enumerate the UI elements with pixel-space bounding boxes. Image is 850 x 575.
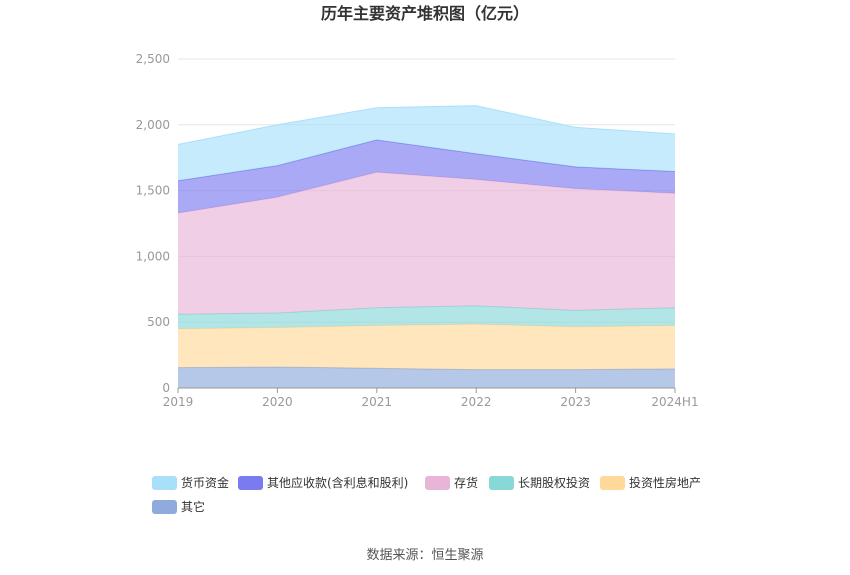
legend-swatch[interactable] bbox=[152, 500, 177, 514]
x-tick-label: 2023 bbox=[560, 395, 591, 409]
x-tick-label: 2021 bbox=[362, 395, 393, 409]
area-series-3 bbox=[178, 172, 675, 315]
area-series bbox=[177, 105, 676, 388]
area-series-2 bbox=[178, 305, 675, 329]
legend-swatch[interactable] bbox=[425, 476, 450, 490]
y-tick-label: 2,000 bbox=[136, 118, 170, 132]
area-series-0 bbox=[178, 366, 675, 388]
legend-label[interactable]: 其它 bbox=[181, 499, 205, 514]
y-tick-label: 500 bbox=[147, 315, 170, 329]
x-tick-label: 2020 bbox=[262, 395, 293, 409]
axes: 0 500 1,000 1,500 2,000 2,500 2019 2020 2021 2022… bbox=[136, 52, 699, 409]
source-note: 数据来源：恒生聚源 bbox=[366, 548, 483, 563]
area-series-4 bbox=[178, 139, 675, 213]
x-tick-label: 2019 bbox=[163, 395, 194, 409]
legend-label[interactable]: 长期股权投资 bbox=[518, 475, 590, 490]
y-tick-label: 0 bbox=[162, 381, 170, 395]
y-tick-label: 1,500 bbox=[136, 184, 170, 198]
area-series-5 bbox=[178, 105, 675, 181]
area-series-line-5 bbox=[177, 105, 676, 146]
x-tick-label: 2022 bbox=[461, 395, 492, 409]
y-tick-label: 1,000 bbox=[136, 249, 170, 263]
legend-swatch[interactable] bbox=[489, 476, 514, 490]
legend-label[interactable]: 投资性房地产 bbox=[629, 475, 701, 490]
x-tick-label: 2024H1 bbox=[651, 395, 698, 409]
legend-label[interactable]: 存货 bbox=[454, 475, 478, 490]
legend-label[interactable]: 货币资金 bbox=[181, 475, 229, 490]
chart-title: 历年主要资产堆积图（亿元） bbox=[321, 4, 529, 23]
area-series-1 bbox=[178, 324, 675, 370]
y-tick-label: 2,500 bbox=[136, 52, 170, 66]
legend-swatch[interactable] bbox=[600, 476, 625, 490]
legend-label[interactable]: 其他应收款(含利息和股利) bbox=[267, 475, 408, 490]
legend-swatch[interactable] bbox=[152, 476, 177, 490]
legend-swatch[interactable] bbox=[238, 476, 263, 490]
